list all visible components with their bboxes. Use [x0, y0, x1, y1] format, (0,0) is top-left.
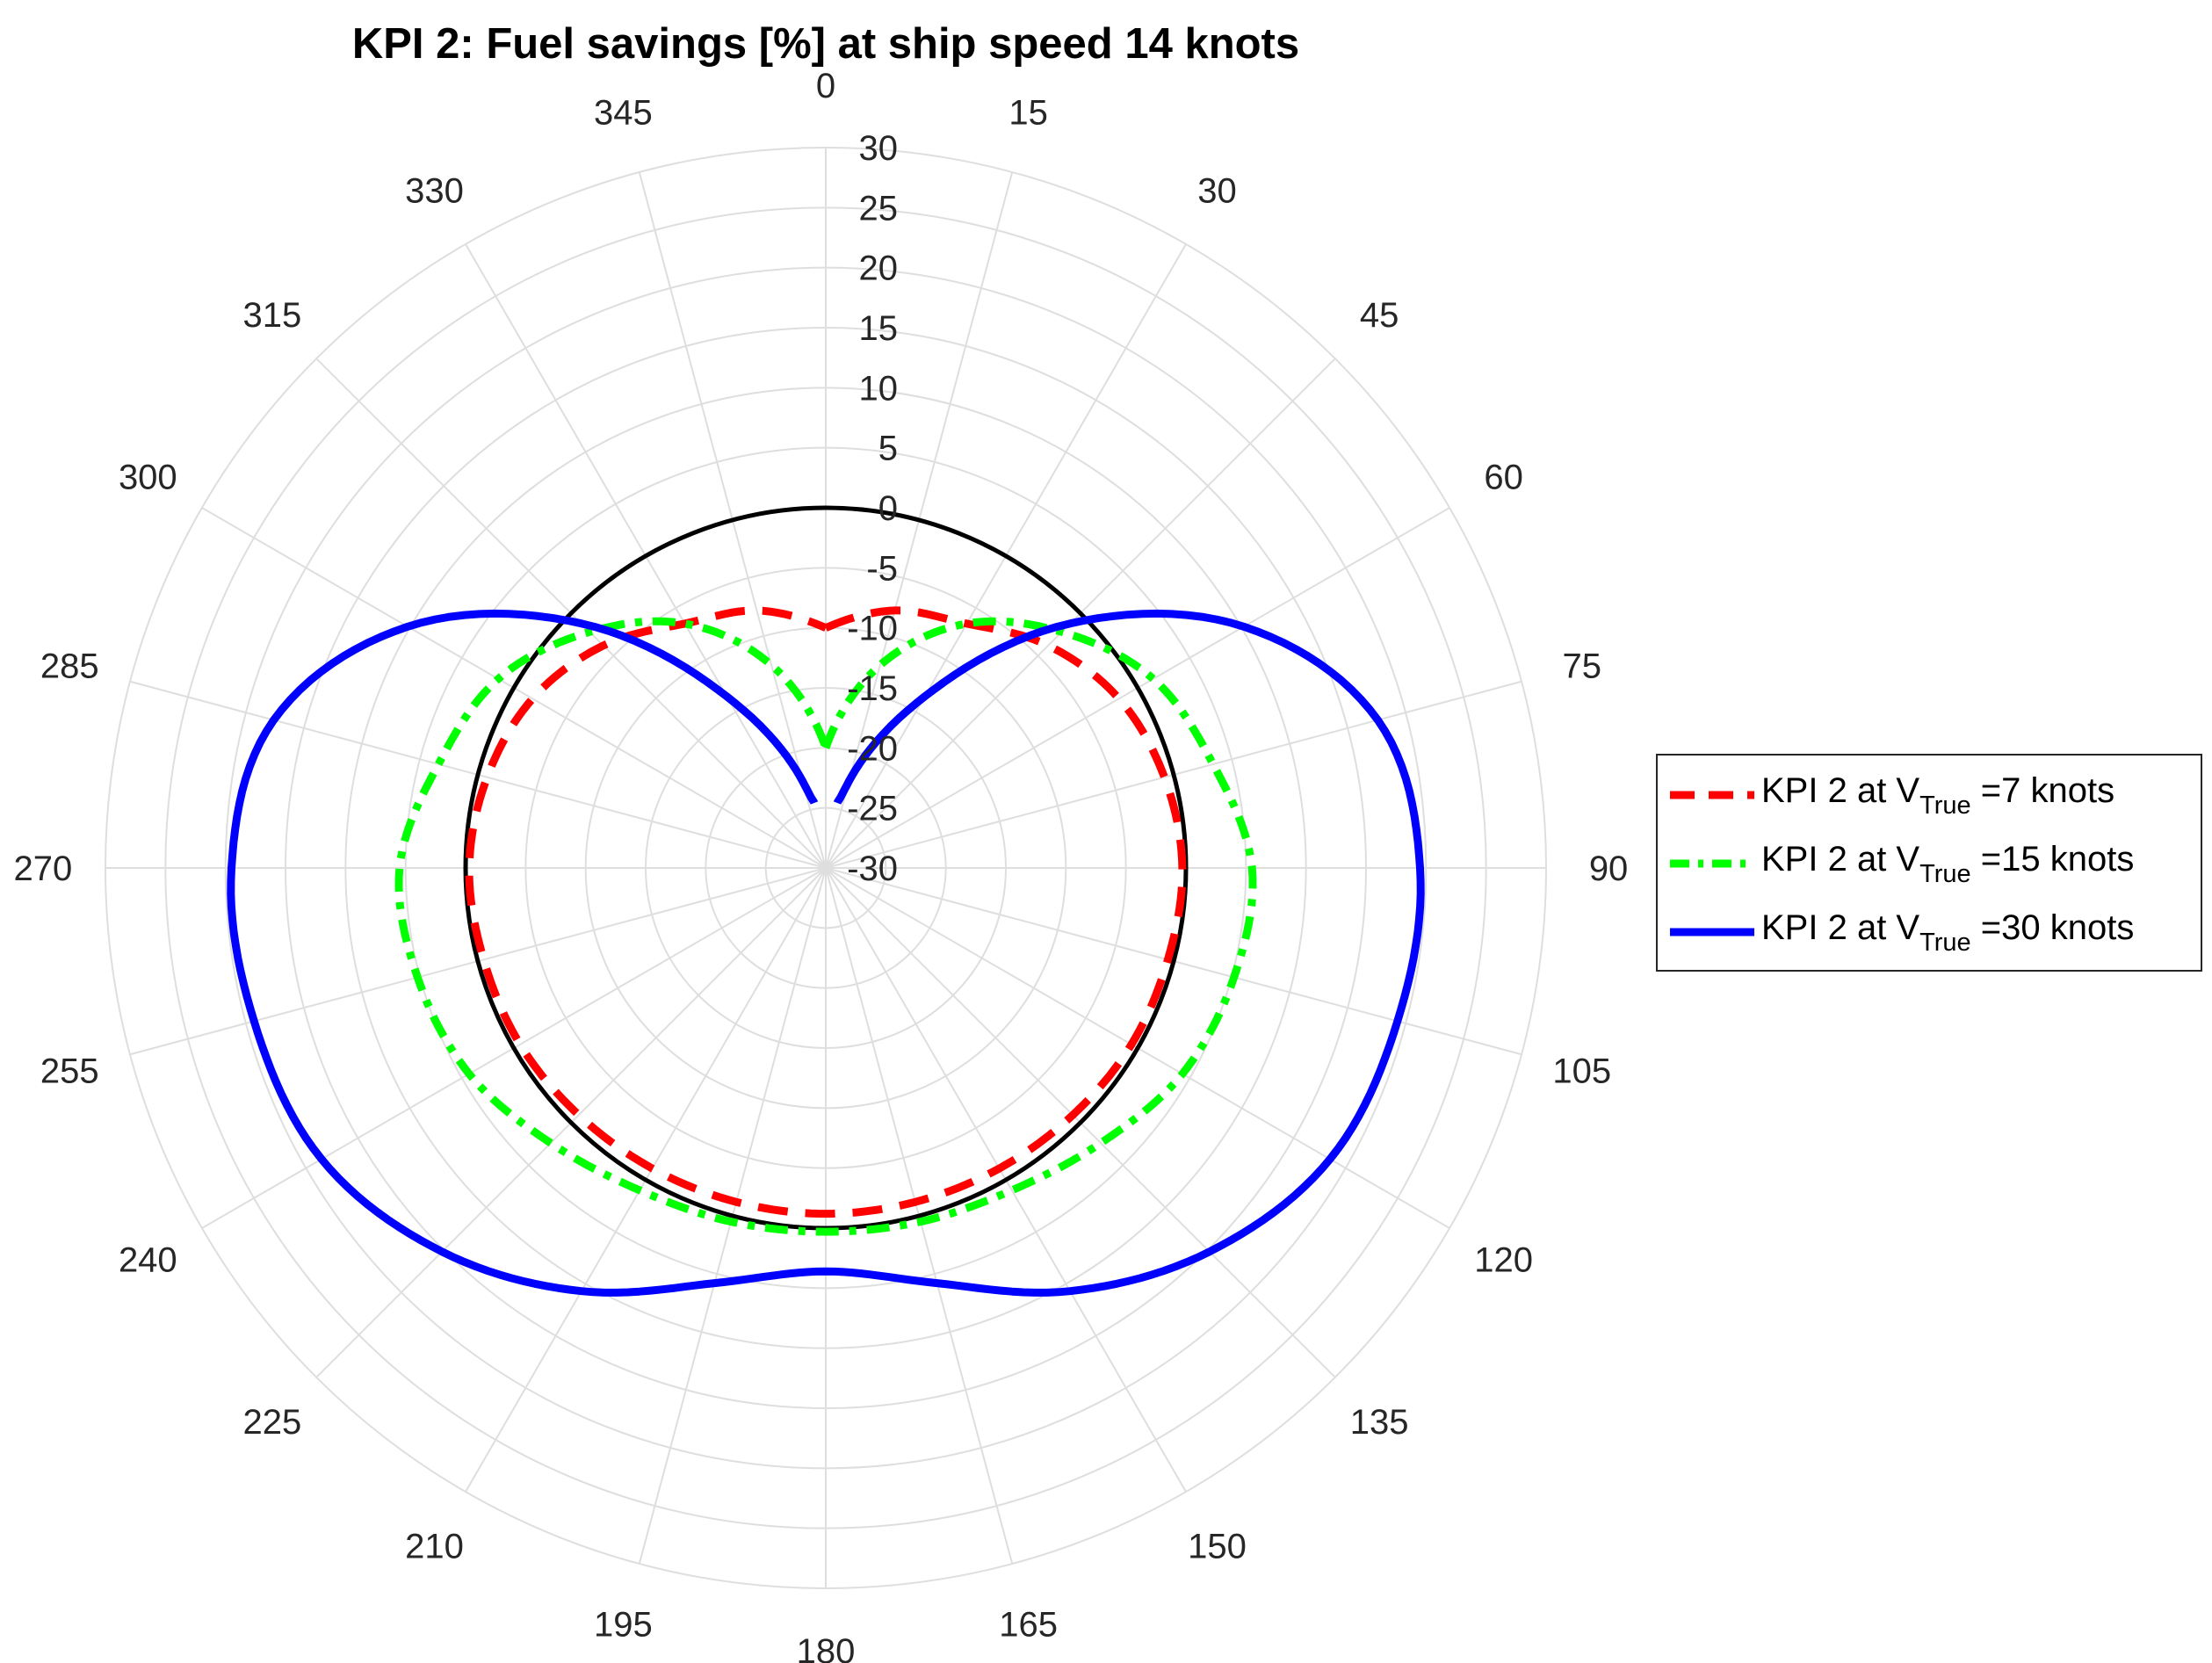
- theta-tick-225: 225: [243, 1403, 302, 1442]
- theta-tick-60: 60: [1484, 458, 1523, 496]
- r-tick--5: -5: [866, 549, 898, 588]
- theta-tick-300: 300: [119, 458, 177, 496]
- theta-tick-15: 15: [1008, 93, 1048, 132]
- theta-tick-195: 195: [594, 1606, 653, 1645]
- r-tick-5: 5: [878, 430, 898, 468]
- series-line-0: [465, 606, 1187, 1218]
- theta-tick-105: 105: [1552, 1052, 1611, 1091]
- r-tick-0: 0: [878, 489, 898, 528]
- r-tick-15: 15: [859, 309, 899, 348]
- theta-tick-labels: 0153045607590105120135150165180195210225…: [14, 67, 1629, 1663]
- theta-tick-240: 240: [119, 1241, 177, 1280]
- r-tick-30: 30: [859, 129, 899, 168]
- theta-tick-75: 75: [1562, 647, 1601, 685]
- r-tick--25: -25: [847, 790, 898, 828]
- theta-tick-165: 165: [999, 1606, 1058, 1645]
- angular-grid: [105, 148, 1546, 1588]
- chart-title: KPI 2: Fuel savings [%] at ship speed 14…: [351, 20, 1300, 68]
- legend-swatch-15-knots: [1670, 859, 1754, 868]
- r-tick--30: -30: [847, 850, 898, 888]
- legend-swatch-7-knots: [1670, 791, 1754, 799]
- r-tick-labels: -30 -25 -20 -15 -10 -5 0 5 10 15 20 25 30: [847, 129, 898, 888]
- r-tick-10: 10: [859, 369, 899, 408]
- legend-label-30-knots: KPI 2 at VTrue =30 knots: [1761, 908, 2135, 958]
- series-line-2: [227, 609, 1425, 1297]
- theta-tick-45: 45: [1360, 296, 1399, 335]
- r-tick-20: 20: [859, 249, 899, 288]
- legend-entry-30-knots: KPI 2 at VTrue =30 knots: [1658, 898, 2201, 966]
- theta-tick-150: 150: [1188, 1528, 1247, 1566]
- legend-label-7-knots: KPI 2 at VTrue =7 knots: [1761, 771, 2115, 821]
- theta-tick-345: 345: [594, 93, 653, 132]
- theta-tick-30: 30: [1197, 171, 1237, 210]
- theta-tick-315: 315: [243, 296, 302, 335]
- theta-tick-330: 330: [405, 171, 464, 210]
- series-line-1: [394, 617, 1257, 1236]
- r-tick--15: -15: [847, 669, 898, 708]
- legend-entry-15-knots: KPI 2 at VTrue =15 knots: [1658, 829, 2201, 898]
- r-tick--20: -20: [847, 729, 898, 768]
- legend-entry-7-knots: KPI 2 at VTrue =7 knots: [1658, 761, 2201, 829]
- theta-tick-285: 285: [40, 647, 99, 685]
- legend: KPI 2 at VTrue =7 knots KPI 2 at VTrue =…: [1656, 754, 2202, 972]
- theta-tick-90: 90: [1589, 850, 1629, 888]
- theta-tick-120: 120: [1474, 1241, 1533, 1280]
- theta-tick-135: 135: [1350, 1403, 1409, 1442]
- theta-tick-210: 210: [405, 1528, 464, 1566]
- theta-tick-255: 255: [40, 1052, 99, 1091]
- theta-tick-270: 270: [14, 850, 73, 888]
- r-tick-25: 25: [859, 189, 899, 228]
- theta-tick-180: 180: [797, 1632, 856, 1663]
- theta-tick-0: 0: [816, 67, 835, 105]
- series-lines: [227, 606, 1425, 1297]
- legend-label-15-knots: KPI 2 at VTrue =15 knots: [1761, 840, 2135, 889]
- r-tick--10: -10: [847, 610, 898, 648]
- legend-swatch-30-knots: [1670, 928, 1754, 936]
